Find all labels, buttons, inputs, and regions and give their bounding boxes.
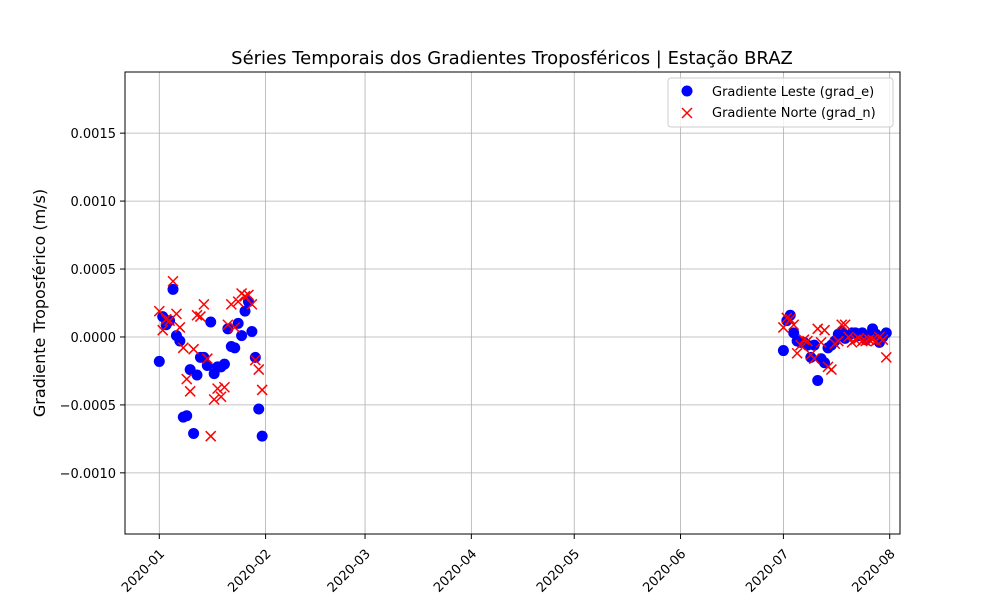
point-grad-n xyxy=(201,353,213,365)
point-grad-e xyxy=(249,351,261,363)
y-tick-label: 0.0005 xyxy=(71,263,117,278)
point-grad-n xyxy=(843,331,855,343)
point-grad-n xyxy=(157,324,169,336)
point-grad-n xyxy=(160,313,172,325)
point-grad-n xyxy=(253,364,265,376)
point-grad-n xyxy=(212,383,224,395)
point-grad-e xyxy=(880,327,892,339)
point-grad-n xyxy=(188,343,200,355)
y-tick-label: 0.0000 xyxy=(71,331,117,346)
point-grad-n xyxy=(825,364,837,376)
point-grad-n xyxy=(239,290,251,302)
point-grad-n xyxy=(877,334,889,346)
chart-title: Séries Temporais dos Gradientes Troposfé… xyxy=(231,48,793,69)
point-grad-e xyxy=(808,339,820,351)
point-grad-n xyxy=(174,321,186,333)
legend-box xyxy=(667,77,894,128)
point-grad-e xyxy=(246,326,258,338)
point-grad-e xyxy=(181,410,193,422)
point-grad-e xyxy=(201,360,213,372)
point-grad-n xyxy=(218,381,230,393)
point-grad-n xyxy=(256,384,268,396)
point-grad-n xyxy=(246,298,258,310)
point-grad-n xyxy=(222,319,234,331)
point-grad-n xyxy=(184,385,196,397)
point-grad-n xyxy=(229,321,241,333)
point-grad-n xyxy=(795,339,807,351)
point-grad-e xyxy=(191,369,203,381)
point-grad-n xyxy=(191,309,203,321)
point-grad-n xyxy=(242,289,254,301)
legend-label-grad-n: Gradiente Norte (grad_n) xyxy=(712,106,876,121)
point-grad-e xyxy=(205,316,217,328)
point-grad-e xyxy=(188,427,200,439)
y-tick-label: 0.0010 xyxy=(71,195,117,210)
point-grad-n xyxy=(777,321,789,333)
plot-frame xyxy=(124,71,901,535)
point-grad-n xyxy=(167,275,179,287)
point-grad-e xyxy=(218,358,230,370)
point-grad-e xyxy=(167,283,179,295)
legend-label-grad-e: Gradiente Leste (grad_e) xyxy=(712,85,874,100)
point-grad-n xyxy=(170,308,182,320)
y-tick-label: −0.0005 xyxy=(60,399,116,414)
point-grad-n xyxy=(208,393,220,406)
point-grad-n xyxy=(788,319,800,331)
grid-lines xyxy=(125,72,900,534)
point-grad-n xyxy=(215,391,227,403)
point-grad-n xyxy=(181,373,193,385)
point-grad-n xyxy=(249,354,261,366)
plot-area: 2020-01 2020-02 2020-03 2020-04 2020-05 2020-… xyxy=(60,71,901,596)
point-grad-n xyxy=(832,335,844,347)
point-grad-n xyxy=(839,319,851,331)
point-grad-n xyxy=(849,334,861,346)
y-axis-ticks: −0.0010 −0.0005 0.0000 0.0005 0.0010 0.0015 xyxy=(60,127,125,482)
point-grad-n xyxy=(856,335,868,347)
point-grad-n xyxy=(808,353,820,365)
point-grad-e xyxy=(777,345,789,357)
point-grad-n xyxy=(801,335,813,347)
point-grad-n xyxy=(880,351,892,363)
point-grad-e xyxy=(812,374,824,386)
point-grad-n xyxy=(863,334,875,346)
point-grad-n xyxy=(198,298,210,310)
point-grad-n xyxy=(819,324,831,336)
point-grad-n xyxy=(860,335,872,347)
point-grad-e xyxy=(253,403,265,415)
point-grad-n xyxy=(812,323,824,335)
y-tick-label: −0.0010 xyxy=(60,467,116,482)
point-grad-n xyxy=(791,347,803,359)
point-grad-e xyxy=(256,430,268,442)
point-grad-n xyxy=(232,296,244,308)
legend-marker-grad-e xyxy=(681,85,693,97)
legend-marker-grad-n xyxy=(681,107,693,119)
point-grad-n xyxy=(153,305,165,317)
point-grad-n xyxy=(784,313,796,325)
point-grad-n xyxy=(225,298,237,310)
point-grad-e xyxy=(229,342,241,354)
point-grad-n xyxy=(194,311,206,323)
point-grad-n xyxy=(177,342,189,354)
data-points xyxy=(153,275,892,442)
y-tick-label: 0.0015 xyxy=(71,127,117,142)
y-axis-label: Gradiente Troposférico (m/s) xyxy=(30,189,49,417)
point-grad-n xyxy=(205,430,217,442)
point-grad-e xyxy=(236,330,248,342)
point-grad-e xyxy=(174,335,186,347)
point-grad-e xyxy=(153,355,165,367)
legend: Gradiente Leste (grad_e) Gradiente Norte… xyxy=(667,77,894,128)
point-grad-n xyxy=(798,334,810,346)
point-grad-n xyxy=(815,336,827,348)
point-grad-n xyxy=(867,334,879,346)
point-grad-n xyxy=(836,319,848,331)
